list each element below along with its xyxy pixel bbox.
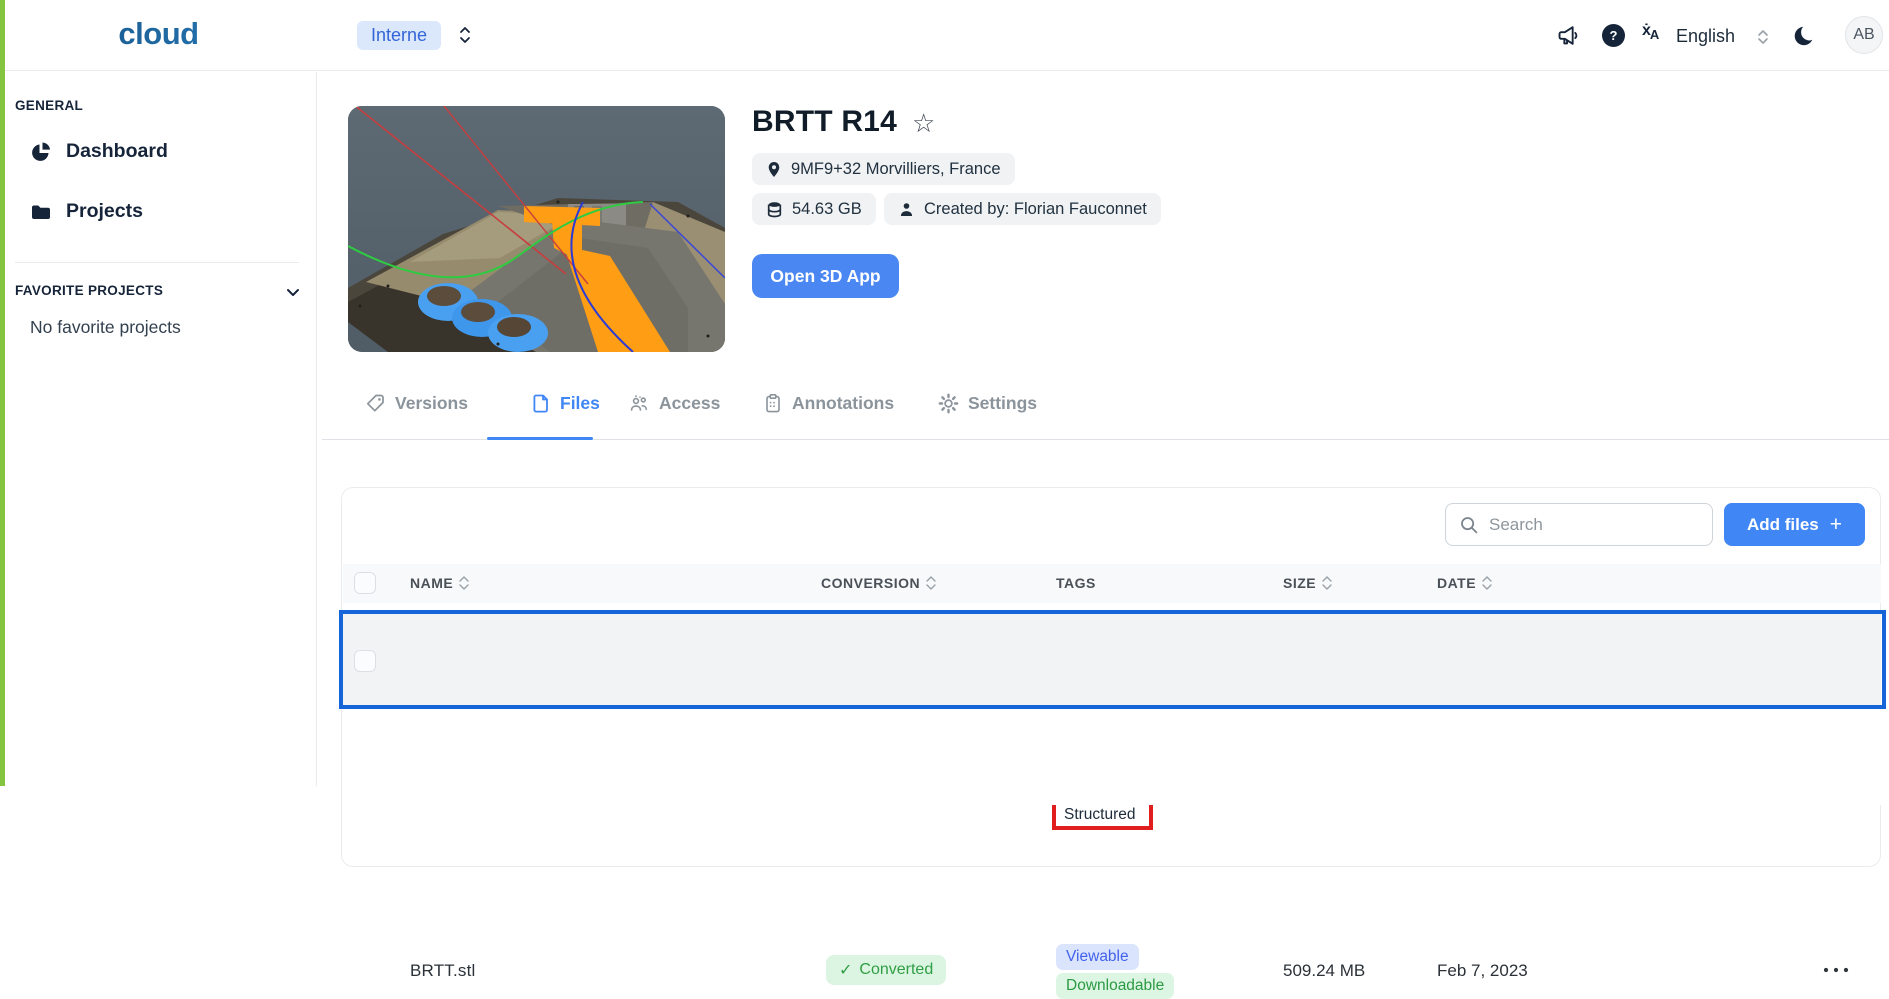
sidebar-item-label: Projects [66, 200, 143, 222]
search-icon [1461, 516, 1478, 533]
column-header-name[interactable]: NAME [410, 575, 469, 591]
search-input[interactable] [1489, 514, 1689, 535]
dark-mode-moon-icon[interactable] [1792, 23, 1818, 49]
file-icon [533, 394, 548, 413]
project-location: 9MF9+32 Morvilliers, France [791, 159, 1001, 178]
add-files-label: Add files [1746, 514, 1819, 534]
sidebar-item-projects[interactable]: Projects [30, 200, 143, 223]
help-icon[interactable]: ? [1602, 24, 1625, 47]
project-size-badge: 54.63 GB [752, 193, 876, 225]
column-label: CONVERSION [821, 575, 921, 591]
sidebar-general-header: GENERAL [15, 98, 84, 113]
tabs-divider [322, 439, 1889, 440]
avatar[interactable]: AB [1845, 16, 1883, 54]
translate-icon[interactable]: ẋA [1642, 22, 1660, 42]
tab-label: Settings [968, 393, 1038, 413]
column-header-conversion[interactable]: CONVERSION [821, 575, 936, 591]
tag-downloadable: Downloadable [1056, 973, 1175, 999]
project-thumbnail [348, 106, 725, 352]
pie-chart-icon [32, 142, 50, 161]
column-header-size[interactable]: SIZE [1283, 575, 1332, 591]
tab-label: Files [560, 393, 600, 413]
chevron-down-icon[interactable] [284, 283, 302, 301]
sort-icon [459, 576, 469, 590]
project-location-badge: 9MF9+32 Morvilliers, France [752, 153, 1015, 185]
sidebar-divider [15, 262, 299, 263]
project-creator-badge: Created by: Florian Fauconnet [884, 193, 1161, 225]
location-pin-icon [768, 161, 780, 177]
person-icon [900, 202, 913, 216]
workspace-selector[interactable]: Interne [357, 21, 442, 50]
app-logo: cloud [0, 16, 317, 52]
row-checkbox[interactable] [354, 650, 376, 672]
files-card: Add files + NAME CONVERSION TAGS SIZE DA… [341, 487, 1881, 999]
sidebar-item-dashboard[interactable]: Dashboard [30, 140, 168, 163]
column-label: NAME [410, 575, 454, 591]
folder-icon [32, 205, 50, 219]
check-icon: ✓ [839, 962, 853, 979]
workspace-chevron-updown-icon[interactable] [458, 24, 472, 46]
language-chevron-updown-icon[interactable] [1757, 28, 1769, 46]
gear-icon [938, 393, 959, 414]
sort-icon [1322, 576, 1332, 590]
column-header-date[interactable]: DATE [1437, 575, 1492, 591]
select-all-checkbox[interactable] [354, 572, 376, 594]
table-header: NAME CONVERSION TAGS SIZE DATE [343, 564, 1881, 603]
file-date: Feb 7, 2023 [1437, 961, 1528, 980]
database-icon [767, 201, 782, 217]
tab-label: Annotations [792, 393, 895, 413]
workspace-label: Interne [371, 25, 428, 45]
file-name: BRTT.stl [410, 961, 476, 980]
column-label: TAGS [1056, 575, 1096, 591]
search-box [1445, 503, 1713, 546]
topbar: cloud Interne ? ẋA English AB [0, 0, 1889, 71]
column-label: DATE [1437, 575, 1477, 591]
plus-icon: + [1829, 512, 1843, 536]
tag-viewable: Viewable [1056, 944, 1139, 970]
help-glyph: ? [1609, 28, 1618, 43]
conversion-label: Converted [859, 961, 934, 978]
file-size: 509.24 MB [1283, 961, 1366, 980]
tab-access[interactable]: Access [628, 393, 720, 414]
version-tag-icon [366, 394, 384, 412]
conversion-status-badge: ✓ Converted [826, 955, 947, 985]
clipboard-icon [766, 393, 780, 413]
favorite-star-icon[interactable]: ☆ [912, 108, 936, 138]
page-title: BRTT R14 [752, 105, 897, 138]
main-content: BRTT R14 ☆ 9MF9+32 Morvilliers, France 5… [318, 72, 1889, 999]
sidebar: GENERAL Dashboard Projects FAVORITE PROJ… [5, 72, 317, 786]
sidebar-favorites-header: FAVORITE PROJECTS [15, 283, 164, 298]
active-tab-underline [487, 437, 593, 440]
tab-label: Versions [395, 393, 468, 413]
project-size: 54.63 GB [792, 199, 862, 218]
tab-label: Access [659, 393, 721, 413]
people-icon [630, 395, 647, 411]
sidebar-item-label: Dashboard [66, 140, 168, 162]
project-created-by: Created by: Florian Fauconnet [924, 199, 1147, 218]
tab-versions[interactable]: Versions [365, 393, 468, 414]
more-options-icon[interactable] [1822, 965, 1850, 975]
pointcloud-scene [348, 106, 725, 352]
column-header-tags: TAGS [1056, 575, 1096, 591]
open-3d-app-button[interactable]: Open 3D App [752, 254, 899, 298]
table-row[interactable]: BRTT.stl ✓ Converted Viewable Downloadab… [343, 709, 1881, 999]
megaphone-icon[interactable] [1556, 23, 1581, 48]
avatar-initials: AB [1853, 26, 1875, 43]
sort-icon [1482, 576, 1492, 590]
column-label: SIZE [1283, 575, 1317, 591]
table-row[interactable]: BRTT_HD_CleanClean_Recap.e57 ✓ Converted… [343, 613, 1881, 830]
sort-icon [926, 576, 936, 590]
tag-structured: Structured [1056, 804, 1144, 826]
tab-files[interactable]: Files [531, 393, 600, 414]
left-edge-accent [0, 0, 5, 786]
tab-settings[interactable]: Settings [938, 393, 1037, 414]
language-selector[interactable]: English [1676, 26, 1736, 46]
favorites-empty-text: No favorite projects [30, 317, 181, 337]
add-files-button[interactable]: Add files + [1724, 503, 1865, 546]
tab-annotations[interactable]: Annotations [763, 393, 894, 414]
